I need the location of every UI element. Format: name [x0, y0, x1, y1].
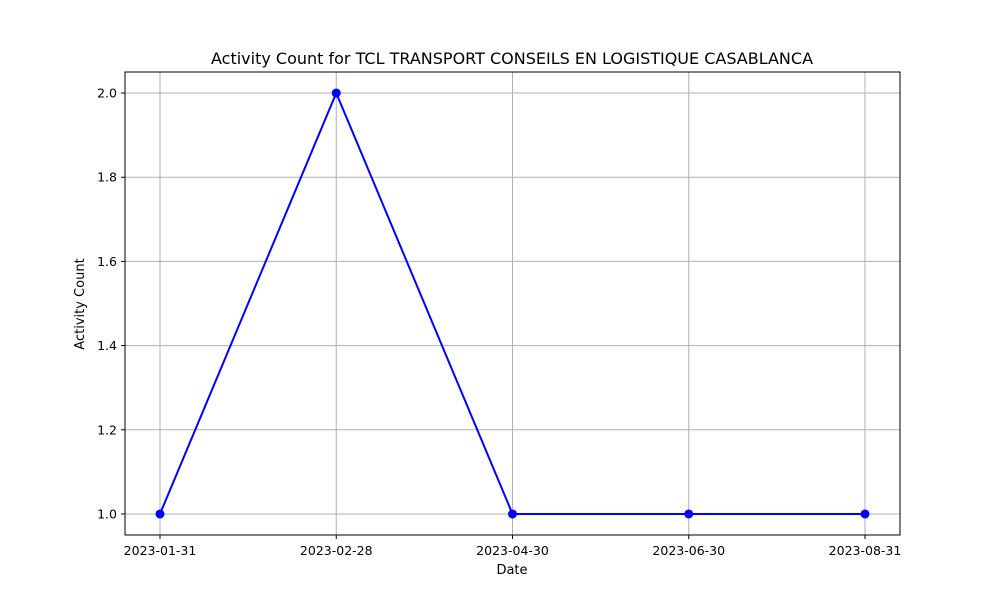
x-tick-label: 2023-08-31 [829, 543, 902, 558]
y-tick-label: 1.8 [97, 170, 117, 185]
data-point [331, 88, 341, 98]
data-point [508, 509, 517, 519]
y-tick-label: 1.2 [97, 422, 117, 437]
tick-layer: 2023-01-31 2023-02-28 2023-04-30 2023-06-30… [97, 86, 901, 558]
x-tick-label: 2023-04-30 [476, 543, 549, 558]
grid-layer [125, 72, 900, 535]
chart-title: Activity Count for TCL TRANSPORT CONSEIL… [211, 49, 813, 68]
series-layer [155, 88, 870, 519]
y-tick-label: 1.4 [97, 338, 117, 353]
y-tick-label: 2.0 [97, 86, 117, 101]
data-point [860, 509, 870, 519]
y-axis-label: Activity Count [73, 258, 88, 349]
x-tick-label: 2023-02-28 [300, 543, 373, 558]
x-tick-label: 2023-01-31 [124, 543, 197, 558]
data-point [684, 509, 694, 519]
x-tick-label: 2023-06-30 [652, 543, 725, 558]
y-tick-label: 1.6 [97, 254, 117, 269]
y-tick-label: 1.0 [97, 506, 117, 521]
x-axis-label: Date [496, 563, 527, 578]
data-point [155, 509, 165, 519]
